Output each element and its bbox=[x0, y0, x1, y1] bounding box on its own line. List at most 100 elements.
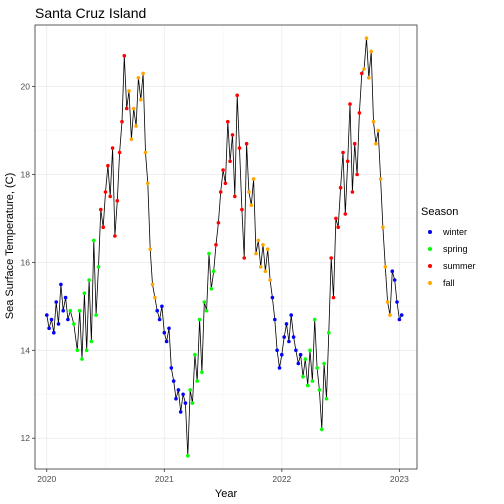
data-point-summer bbox=[228, 159, 232, 164]
x-tick-label: 2023 bbox=[390, 474, 409, 484]
data-point-spring bbox=[193, 352, 197, 357]
data-point-summer bbox=[233, 194, 237, 199]
x-tick-label: 2021 bbox=[155, 474, 174, 484]
data-point-spring bbox=[202, 300, 207, 304]
data-point-summer bbox=[115, 199, 120, 203]
data-point-winter bbox=[390, 269, 395, 274]
data-point-spring bbox=[303, 357, 308, 361]
data-points bbox=[45, 36, 404, 458]
data-point-fall bbox=[247, 190, 251, 194]
data-point-winter bbox=[56, 322, 61, 326]
data-point-spring bbox=[327, 330, 331, 335]
data-point-fall bbox=[265, 247, 270, 251]
data-point-winter bbox=[298, 352, 303, 357]
data-point-winter bbox=[395, 300, 399, 304]
data-point-spring bbox=[188, 388, 192, 392]
data-point-fall bbox=[249, 203, 254, 207]
legend-key-spring bbox=[428, 247, 432, 251]
data-point-spring bbox=[211, 269, 216, 274]
plot-area bbox=[34, 24, 418, 470]
data-point-spring bbox=[87, 278, 91, 282]
data-point-fall bbox=[369, 49, 374, 54]
data-point-winter bbox=[273, 317, 277, 322]
data-point-fall bbox=[136, 76, 141, 80]
data-point-summer bbox=[108, 194, 112, 199]
y-axis-title: Sea Surface Temperature, (C) bbox=[4, 173, 16, 320]
data-point-spring bbox=[77, 308, 82, 313]
data-point-summer bbox=[221, 168, 225, 172]
data-point-spring bbox=[324, 396, 329, 401]
data-point-winter bbox=[164, 339, 169, 344]
data-point-winter bbox=[181, 392, 185, 397]
data-point-spring bbox=[68, 308, 73, 313]
x-axis-title: Year bbox=[215, 488, 238, 500]
data-point-summer bbox=[352, 141, 357, 146]
data-point-winter bbox=[280, 352, 284, 357]
data-point-summer bbox=[338, 185, 343, 190]
legend-key-fall bbox=[428, 281, 432, 285]
y-tick-label: 12 bbox=[21, 433, 31, 443]
data-point-fall bbox=[129, 137, 134, 142]
data-point-winter bbox=[275, 348, 279, 353]
data-point-summer bbox=[336, 225, 341, 229]
data-point-winter bbox=[49, 317, 54, 322]
data-point-summer bbox=[103, 190, 108, 194]
data-point-fall bbox=[256, 238, 261, 243]
data-point-winter bbox=[167, 326, 171, 331]
x-axis: 2020 2021 2022 2023 bbox=[37, 469, 409, 484]
data-point-fall bbox=[150, 282, 155, 287]
data-point-fall bbox=[376, 128, 381, 133]
data-point-summer bbox=[214, 243, 218, 247]
data-point-winter bbox=[47, 326, 51, 331]
data-point-summer bbox=[244, 141, 249, 146]
data-point-summer bbox=[117, 150, 122, 155]
data-point-spring bbox=[301, 374, 305, 379]
data-point-summer bbox=[360, 71, 364, 76]
data-point-fall bbox=[383, 265, 388, 269]
data-point-fall bbox=[127, 89, 131, 93]
data-point-winter bbox=[392, 278, 397, 282]
legend-key-summer bbox=[428, 264, 432, 268]
data-point-spring bbox=[190, 401, 195, 405]
data-point-winter bbox=[155, 308, 159, 313]
data-point-summer bbox=[218, 190, 223, 194]
data-point-fall bbox=[131, 106, 136, 111]
data-point-fall bbox=[364, 36, 369, 40]
data-point-fall bbox=[388, 313, 392, 317]
data-point-winter bbox=[174, 396, 178, 401]
data-point-spring bbox=[92, 238, 96, 243]
data-point-summer bbox=[242, 256, 246, 260]
data-point-fall bbox=[143, 150, 148, 155]
data-point-winter bbox=[45, 313, 49, 317]
data-point-spring bbox=[89, 339, 94, 344]
data-point-fall bbox=[139, 97, 143, 102]
plot-panel bbox=[35, 25, 417, 469]
data-point-winter bbox=[178, 410, 183, 414]
data-point-winter bbox=[287, 339, 291, 344]
data-point-summer bbox=[345, 159, 350, 164]
data-point-fall bbox=[254, 251, 258, 256]
data-point-winter bbox=[399, 313, 404, 317]
data-point-winter bbox=[291, 335, 296, 339]
legend-label-fall: fall bbox=[443, 278, 455, 288]
data-point-summer bbox=[329, 256, 334, 260]
data-point-spring bbox=[312, 317, 317, 322]
legend-title: Season bbox=[421, 206, 458, 218]
data-point-summer bbox=[341, 150, 345, 155]
data-point-summer bbox=[120, 119, 124, 124]
data-point-fall bbox=[385, 300, 390, 304]
data-point-winter bbox=[54, 300, 58, 304]
legend: Season winter spring summer fall bbox=[421, 206, 476, 288]
data-point-spring bbox=[186, 454, 190, 458]
data-point-spring bbox=[94, 313, 98, 317]
data-point-spring bbox=[200, 370, 204, 375]
data-point-winter bbox=[162, 330, 167, 335]
data-point-fall bbox=[362, 67, 366, 71]
data-point-spring bbox=[72, 322, 76, 326]
data-point-summer bbox=[110, 146, 115, 150]
data-point-summer bbox=[223, 181, 228, 186]
data-point-summer bbox=[237, 146, 242, 150]
data-point-summer bbox=[235, 93, 239, 98]
data-point-spring bbox=[322, 361, 326, 366]
